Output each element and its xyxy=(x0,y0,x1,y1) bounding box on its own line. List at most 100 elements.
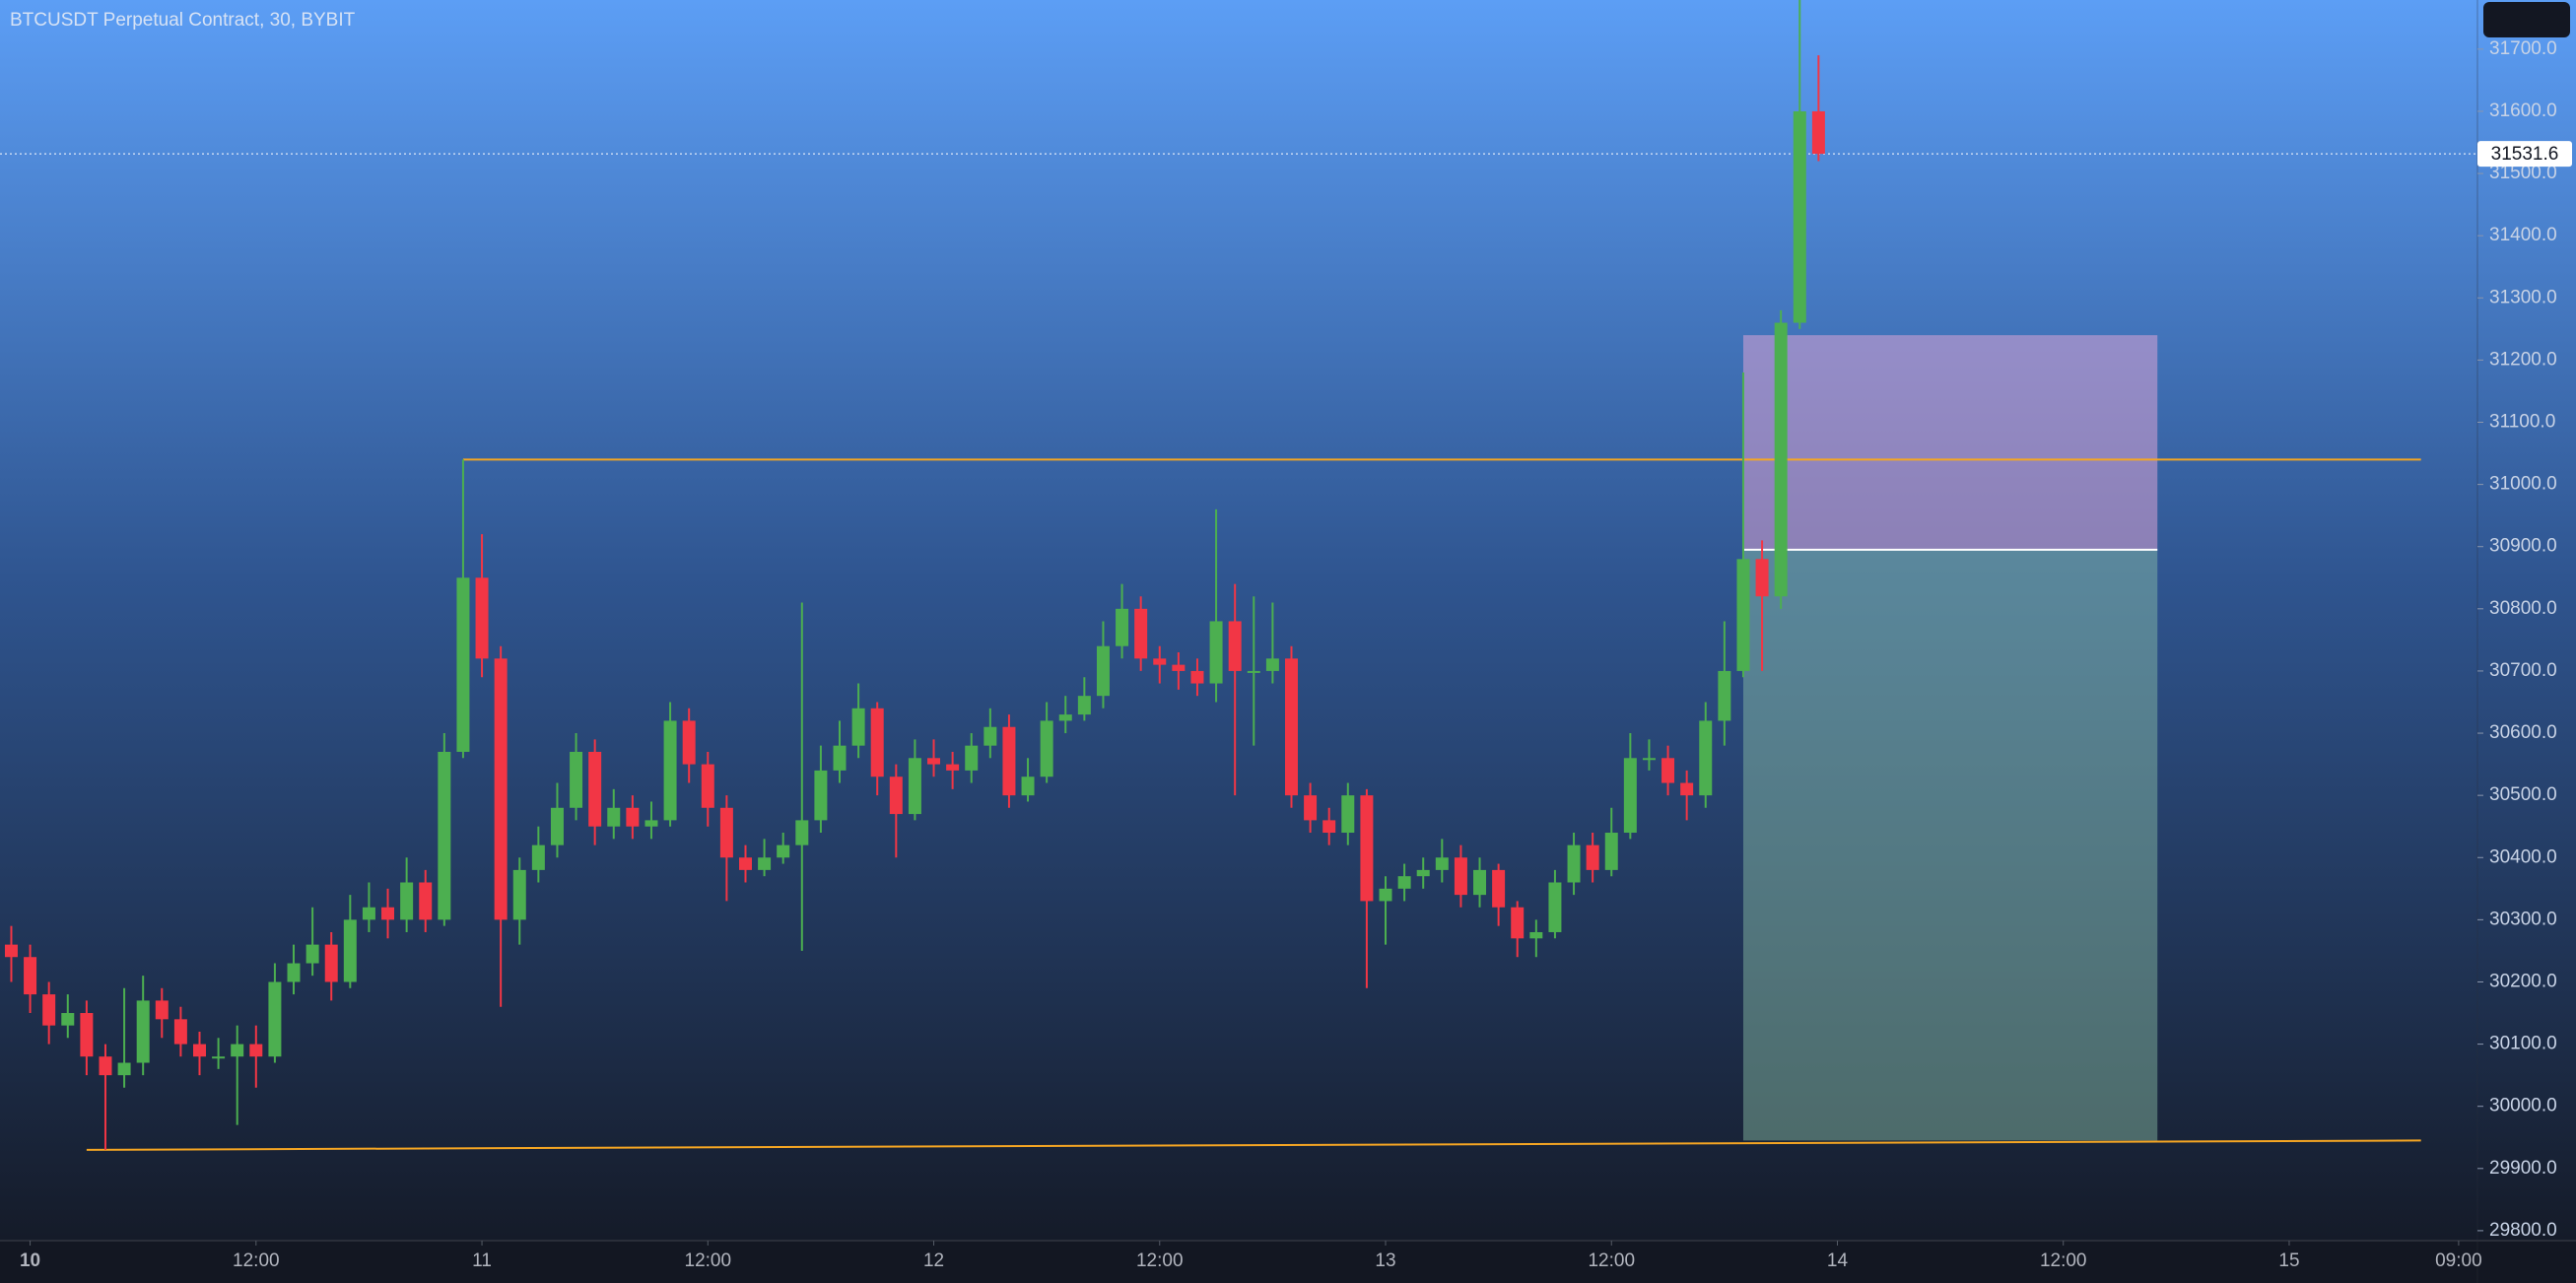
candle-body xyxy=(946,764,960,771)
candle-body xyxy=(1567,844,1581,883)
candle-body xyxy=(1755,559,1769,597)
y-tick-label: 29900.0 xyxy=(2489,1158,2557,1179)
candle-body xyxy=(1473,869,1487,896)
candle-body xyxy=(1586,844,1599,870)
candle-body xyxy=(61,1013,75,1026)
candle-body xyxy=(193,1044,206,1057)
candle-body xyxy=(1341,795,1355,834)
y-tick-label: 31300.0 xyxy=(2489,287,2557,307)
candle-body xyxy=(419,882,433,920)
candle-body xyxy=(626,807,640,827)
candle-body xyxy=(249,1044,263,1057)
candle-body xyxy=(1040,720,1053,777)
candle-body xyxy=(381,907,395,920)
y-tick-label: 30500.0 xyxy=(2489,784,2557,805)
candle-body xyxy=(795,820,809,845)
x-tick-label: 12:00 xyxy=(685,1250,732,1271)
candle-body xyxy=(1699,720,1713,796)
candle-body xyxy=(1623,758,1637,834)
candle-body xyxy=(268,981,282,1057)
candle-body xyxy=(1680,782,1694,796)
x-tick-label: 12:00 xyxy=(233,1250,280,1271)
candle-body xyxy=(99,1056,112,1076)
candle-body xyxy=(1153,658,1167,665)
candle-body xyxy=(908,758,921,815)
candle-body xyxy=(833,745,847,771)
candle-body xyxy=(1416,869,1430,877)
candle-body xyxy=(42,994,56,1026)
candle-body xyxy=(456,577,470,752)
chart-title: BTCUSDT Perpetual Contract, 30, BYBIT xyxy=(10,10,356,31)
x-tick-label: 15 xyxy=(2278,1250,2299,1271)
candle-body xyxy=(1058,714,1072,721)
y-tick-label: 30000.0 xyxy=(2489,1096,2557,1116)
candle-body xyxy=(305,944,319,964)
candle-body xyxy=(1172,664,1186,671)
x-tick-label: 10 xyxy=(20,1250,40,1271)
candle-body xyxy=(1021,777,1035,796)
target-zone xyxy=(1742,549,2158,1141)
candle-body xyxy=(80,1013,94,1057)
candle-body xyxy=(155,1000,169,1020)
candle-body xyxy=(1379,888,1392,902)
candle-body xyxy=(870,708,884,777)
candle-body xyxy=(1511,907,1525,939)
support-line xyxy=(86,1139,2421,1151)
candle-body xyxy=(343,919,357,982)
candle-body xyxy=(1002,726,1016,796)
y-tick-label: 30800.0 xyxy=(2489,598,2557,619)
candle-body xyxy=(1435,857,1449,870)
candle-body xyxy=(1247,670,1260,673)
candle-body xyxy=(814,770,828,821)
x-tick-label: 13 xyxy=(1375,1250,1395,1271)
candle-body xyxy=(438,751,451,920)
x-tick-label: 09:00 xyxy=(2435,1250,2482,1271)
candle-body xyxy=(1811,110,1825,155)
candle-body xyxy=(1529,931,1543,939)
last-price-box xyxy=(2477,141,2572,168)
candle-body xyxy=(983,726,997,746)
candle-body xyxy=(570,751,583,808)
candle-body xyxy=(4,944,18,958)
candle-body xyxy=(1304,795,1318,821)
y-tick-label: 30300.0 xyxy=(2489,909,2557,929)
candle-body xyxy=(588,751,602,827)
candle-body xyxy=(494,658,508,920)
candle-body xyxy=(1284,658,1298,796)
x-tick-label: 12:00 xyxy=(1588,1250,1635,1271)
x-tick-label: 12 xyxy=(923,1250,944,1271)
plot xyxy=(0,0,2477,1151)
candle-body xyxy=(1265,658,1279,671)
stop-zone xyxy=(1742,335,2158,550)
candle-body xyxy=(644,820,658,827)
candle-body xyxy=(1134,608,1148,659)
candle-body xyxy=(550,807,564,845)
candle-body xyxy=(927,758,941,765)
candle-body xyxy=(607,807,621,827)
candle-body xyxy=(1096,645,1110,697)
candle-body xyxy=(324,944,338,982)
candle-body xyxy=(1209,621,1223,684)
candle-body xyxy=(719,807,733,858)
candle-body xyxy=(682,720,696,765)
y-tick-label: 30900.0 xyxy=(2489,536,2557,557)
time-axis-strip xyxy=(0,1241,2576,1283)
y-tick-label: 31700.0 xyxy=(2489,38,2557,59)
y-tick-label: 31000.0 xyxy=(2489,474,2557,495)
y-tick-label: 30600.0 xyxy=(2489,722,2557,743)
y-tick-label: 30700.0 xyxy=(2489,660,2557,681)
x-tick-label: 14 xyxy=(1827,1250,1849,1271)
candle-body xyxy=(1718,670,1731,721)
candle-body xyxy=(777,844,790,858)
toolbar-button[interactable] xyxy=(2483,2,2570,37)
candle-body xyxy=(212,1056,226,1059)
candle-body xyxy=(173,1019,187,1045)
candle-body xyxy=(400,882,414,920)
y-tick-label: 31500.0 xyxy=(2489,163,2557,183)
candle-body xyxy=(362,907,375,920)
candle-body xyxy=(1642,758,1656,761)
candle-body xyxy=(851,708,865,746)
y-tick-label: 31400.0 xyxy=(2489,225,2557,245)
